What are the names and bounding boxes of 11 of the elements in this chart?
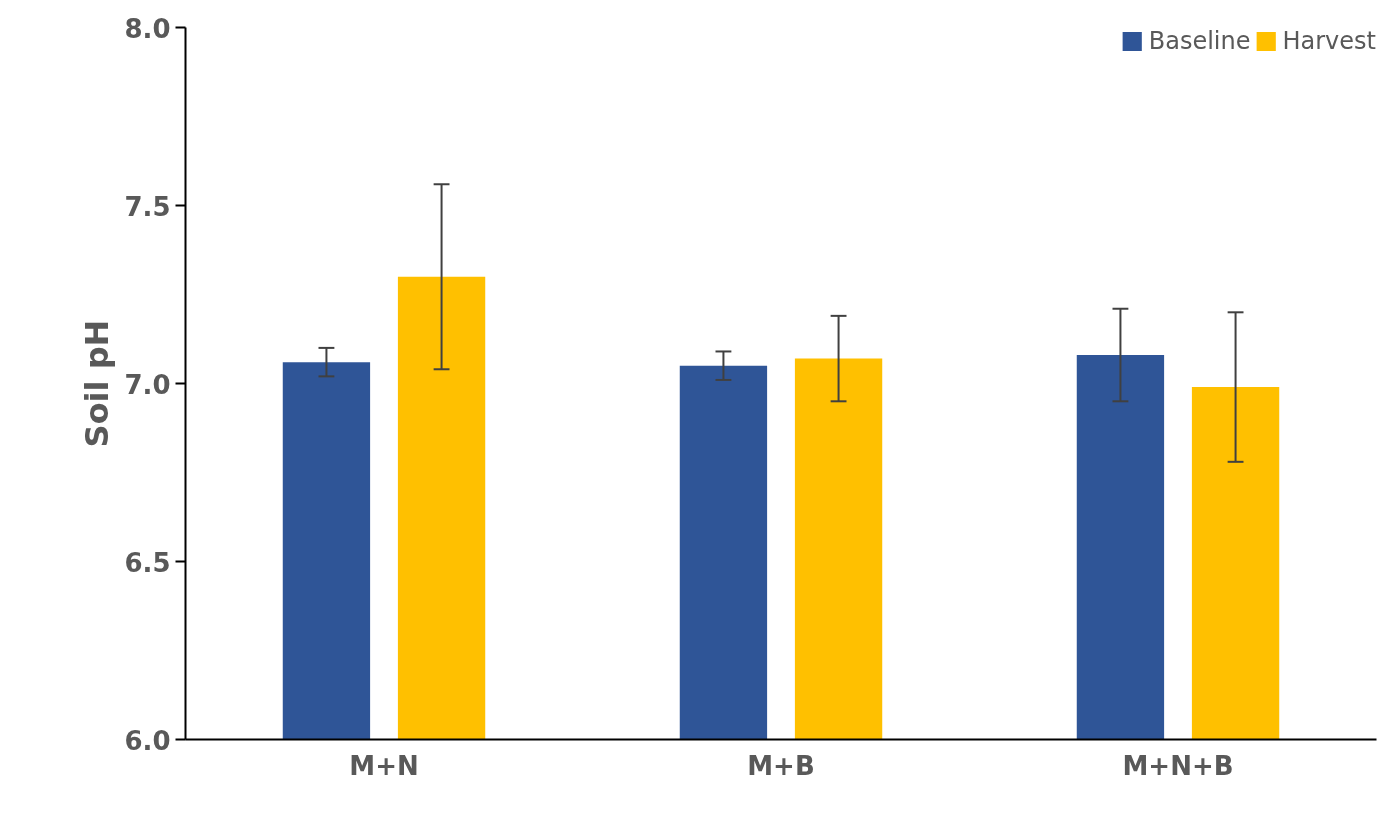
y-axis-title: Soil pH: [78, 319, 117, 448]
y-tick-label: 7.0: [124, 369, 171, 400]
y-tick-label: 6.0: [124, 725, 171, 756]
x-tick-label: M+N+B: [1122, 750, 1234, 781]
legend-label: Harvest: [1282, 27, 1376, 55]
y-tick-label: 8.0: [124, 13, 171, 44]
y-tick-label: 7.5: [124, 191, 171, 222]
x-tick-label: M+B: [747, 750, 815, 781]
legend-label: Baseline: [1148, 27, 1251, 55]
y-tick-label: 6.5: [124, 547, 171, 578]
x-tick-label: M+N: [349, 750, 419, 781]
